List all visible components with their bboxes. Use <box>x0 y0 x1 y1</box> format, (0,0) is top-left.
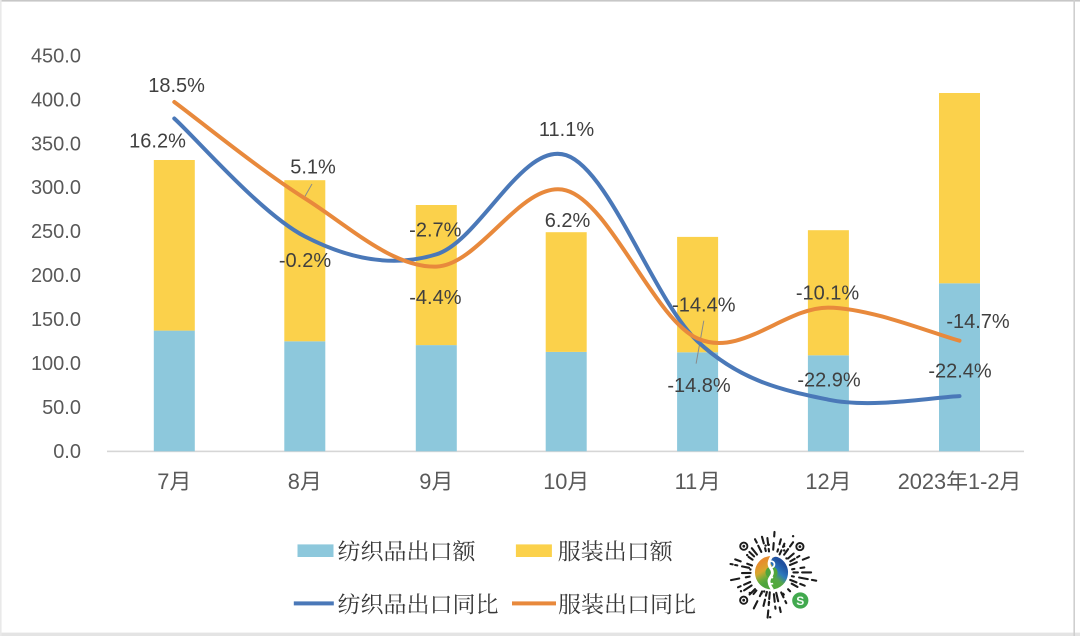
svg-text:250.0: 250.0 <box>31 221 81 243</box>
svg-text:16.2%: 16.2% <box>129 130 186 152</box>
svg-text:450.0: 450.0 <box>31 45 81 67</box>
svg-text:0.0: 0.0 <box>53 441 81 463</box>
svg-text:-14.7%: -14.7% <box>946 311 1010 333</box>
svg-text:150.0: 150.0 <box>31 309 81 331</box>
svg-text:9: 9 <box>419 469 431 494</box>
svg-text:-14.4%: -14.4% <box>672 295 736 317</box>
svg-text:10: 10 <box>543 469 567 494</box>
svg-text:400.0: 400.0 <box>31 89 81 111</box>
svg-text:11: 11 <box>675 469 698 494</box>
svg-text:300.0: 300.0 <box>31 177 81 199</box>
svg-text:-0.2%: -0.2% <box>279 250 331 272</box>
svg-text:-22.4%: -22.4% <box>928 360 992 382</box>
svg-text:18.5%: 18.5% <box>148 75 205 97</box>
svg-text:1-2: 1-2 <box>968 469 1000 494</box>
svg-text:50.0: 50.0 <box>42 397 81 419</box>
svg-text:-22.9%: -22.9% <box>797 369 861 391</box>
svg-text:12: 12 <box>805 469 829 494</box>
svg-text:200.0: 200.0 <box>31 265 81 287</box>
svg-text:S: S <box>796 594 804 608</box>
svg-text:350.0: 350.0 <box>31 133 81 155</box>
svg-text:6.2%: 6.2% <box>545 210 591 232</box>
svg-text:-14.8%: -14.8% <box>667 375 731 397</box>
svg-text:-2.7%: -2.7% <box>409 219 461 241</box>
svg-text:11.1%: 11.1% <box>539 119 594 141</box>
svg-text:100.0: 100.0 <box>31 353 81 375</box>
svg-text:5.1%: 5.1% <box>290 156 336 178</box>
svg-text:7: 7 <box>157 469 169 494</box>
svg-text:-4.4%: -4.4% <box>409 287 461 309</box>
svg-text:8: 8 <box>288 469 300 494</box>
svg-text:2023: 2023 <box>898 469 947 494</box>
svg-text:-10.1%: -10.1% <box>796 282 860 304</box>
